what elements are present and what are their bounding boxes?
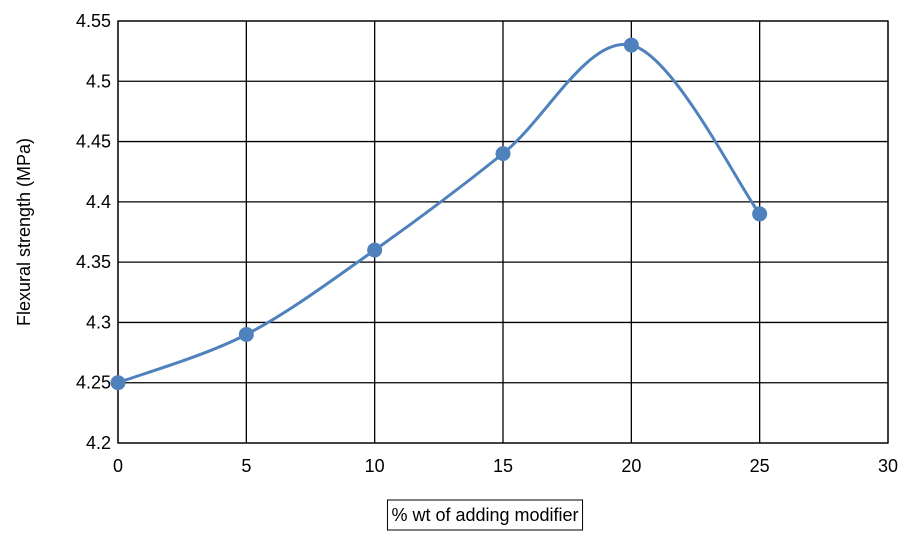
y-axis-title: Flexural strength (MPa) <box>14 138 34 326</box>
x-tick-label: 20 <box>621 456 641 476</box>
x-axis-title: % wt of adding modifier <box>391 505 578 525</box>
data-point <box>238 326 254 342</box>
x-tick-label: 30 <box>878 456 898 476</box>
data-point <box>495 146 511 162</box>
x-axis-title-box <box>386 499 584 531</box>
y-tick-label: 4.35 <box>76 252 111 272</box>
data-point <box>623 37 639 53</box>
x-tick-label: 0 <box>113 456 123 476</box>
x-tick-label: 5 <box>241 456 251 476</box>
data-point <box>752 206 768 222</box>
series-line <box>117 42 761 385</box>
x-tick-label: 15 <box>493 456 513 476</box>
x-tick-label: 25 <box>750 456 770 476</box>
y-tick-label: 4.45 <box>76 132 111 152</box>
data-point <box>110 375 126 391</box>
y-tick-label: 4.25 <box>76 373 111 393</box>
data-point <box>367 242 383 258</box>
y-tick-labels: 4.2 4.25 4.3 4.35 4.4 4.45 4.5 4.55 <box>76 11 111 453</box>
y-tick-label: 4.3 <box>86 312 111 332</box>
y-tick-label: 4.55 <box>76 11 111 31</box>
y-tick-label: 4.2 <box>86 433 111 453</box>
grid <box>117 20 889 444</box>
x-tick-label: 10 <box>365 456 385 476</box>
y-tick-label: 4.4 <box>86 192 111 212</box>
y-tick-label: 4.5 <box>86 71 111 91</box>
plot-area-frame <box>117 20 889 444</box>
x-tick-labels: 0 5 10 15 20 25 30 <box>113 456 898 476</box>
series-markers <box>110 37 768 391</box>
